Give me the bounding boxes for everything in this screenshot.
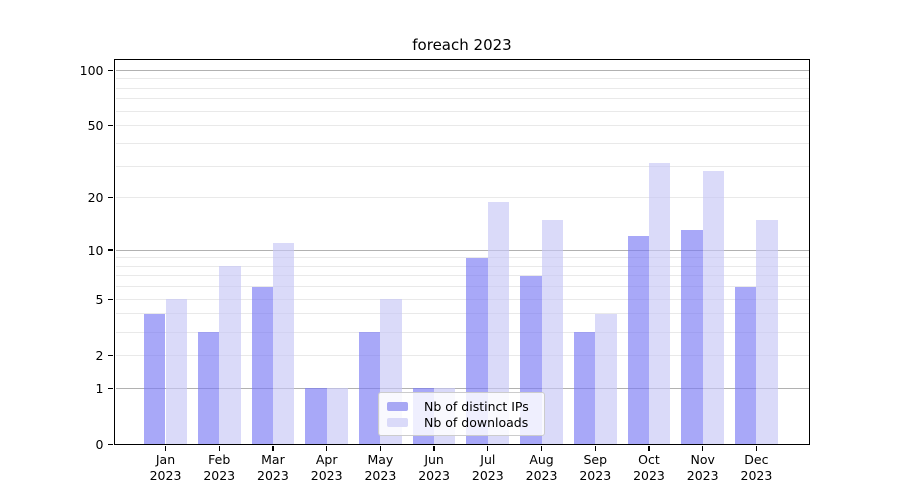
x-tick-mark [594,445,596,451]
x-tick-mark [272,445,274,451]
x-tick-mark [540,445,543,451]
y-gridline-minor [115,313,809,315]
x-tick-label: Aug 2023 [525,451,558,483]
x-tick-label: May 2023 [364,451,397,483]
x-tick-label: Nov 2023 [686,451,719,483]
y-tick-mark [107,124,113,127]
y-tick-label: 100 [79,62,104,78]
x-tick-label: Jan 2023 [149,451,182,483]
bar-downloads [326,388,349,444]
bar-downloads [219,266,241,444]
y-gridline-minor [115,275,809,277]
y-tick-mark [107,249,113,251]
y-gridline-minor [115,165,809,167]
y-tick-label: 5 [95,291,104,307]
x-tick-mark [702,445,704,451]
bar-distinct-ips [197,332,220,444]
y-gridline-minor [115,286,809,288]
y-gridline-major [115,249,809,251]
legend-swatch-downloads [387,417,408,427]
x-tick-label: Sep 2023 [579,451,612,483]
y-gridline-major [115,69,809,71]
y-tick-mark [107,354,113,357]
bar-downloads [648,163,671,444]
x-tick-label: Jun 2023 [418,451,450,483]
x-tick-mark [433,445,435,451]
y-tick-mark [107,298,113,300]
y-gridline-minor [115,298,809,300]
x-tick-mark [487,445,489,451]
bar-downloads [165,299,187,444]
y-tick-label: 10 [87,242,104,258]
x-tick-mark [218,445,220,451]
x-tick-label: Dec 2023 [740,451,773,483]
y-gridline-minor [115,257,809,259]
x-tick-label: Feb 2023 [203,451,236,483]
y-gridline-minor [115,354,809,356]
x-tick-mark [648,445,650,451]
bar-distinct-ips [681,230,703,444]
legend-label-downloads: Nb of downloads [424,414,529,430]
y-tick-label: 2 [95,347,104,363]
chart-title: foreach 2023 [412,36,512,54]
y-gridline-minor [115,197,809,199]
bar-downloads [595,313,617,444]
legend-swatch-distinct-ips [387,401,408,411]
bar-downloads [272,242,295,444]
bar-downloads [756,219,778,444]
y-tick-label: 1 [95,380,104,396]
x-tick-mark [755,445,758,451]
y-gridline-minor [115,78,809,80]
legend-entry-distinct-ips: Nb of distinct IPs [387,398,536,414]
bar-distinct-ips [144,313,166,444]
x-tick-label: Mar 2023 [257,451,289,483]
y-gridline-minor [115,87,809,89]
y-gridline-minor [115,110,809,112]
legend-entry-downloads: Nb of downloads [387,414,536,430]
x-tick-mark [379,445,382,451]
x-tick-label: Oct 2023 [633,451,665,483]
y-tick-label: 50 [87,118,104,134]
y-tick-label: 20 [87,190,104,206]
y-tick-mark [107,443,113,446]
y-gridline-minor [115,265,809,267]
x-tick-label: Jul 2023 [471,451,504,483]
bar-downloads [541,219,563,444]
y-tick-mark [107,387,113,389]
legend-label-distinct-ips: Nb of distinct IPs [424,398,529,414]
bar-distinct-ips [305,388,327,444]
bar-distinct-ips [573,332,596,444]
x-tick-mark [164,445,167,451]
bar-distinct-ips [735,286,757,444]
x-tick-label: Apr 2023 [310,451,343,483]
y-gridline-minor [115,142,809,144]
legend: Nb of distinct IPs Nb of downloads [378,392,545,436]
y-gridline-major [115,387,809,389]
y-gridline-minor [115,125,809,127]
bar-distinct-ips [251,286,273,444]
bar-distinct-ips [627,236,649,444]
x-tick-mark [326,445,328,451]
bar-distinct-ips [358,332,381,444]
y-tick-mark [107,69,113,71]
y-tick-label: 0 [95,437,104,452]
bar-downloads [702,171,725,444]
y-gridline-minor [115,98,809,100]
y-gridline-minor [115,331,809,333]
bar-downloads [487,201,510,444]
y-tick-mark [107,196,113,199]
